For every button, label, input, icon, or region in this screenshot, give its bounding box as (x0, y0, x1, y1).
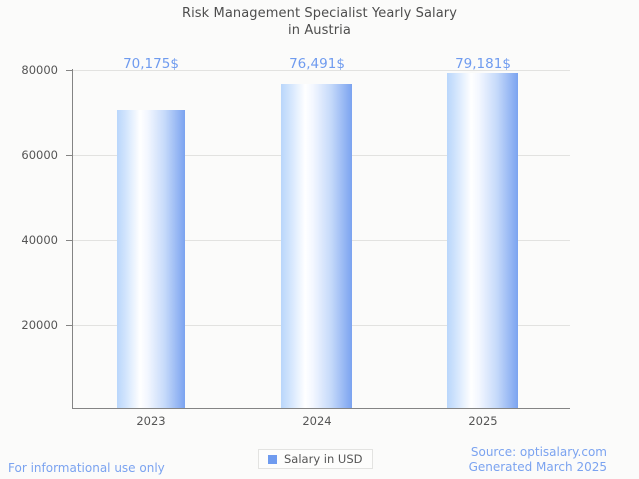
x-axis-line (72, 408, 570, 409)
value-label-2023: 70,175$ (123, 56, 179, 72)
value-label-2025: 79,181$ (455, 56, 511, 72)
x-tick-label-2025: 2025 (468, 414, 498, 428)
y-tick-label-60000: 60000 (21, 148, 58, 162)
y-tick-mark-20000 (66, 325, 72, 326)
y-tick-mark-80000 (66, 70, 72, 71)
y-tick-mark-40000 (66, 240, 72, 241)
bar-2024[interactable] (281, 84, 352, 408)
chart-title: Risk Management Specialist Yearly Salary… (0, 5, 639, 39)
y-tick-mark-60000 (66, 155, 72, 156)
x-tick-label-2023: 2023 (136, 414, 166, 428)
gridline-tick-80000 (72, 70, 570, 71)
chart-legend[interactable]: Salary in USD (258, 449, 373, 469)
y-axis-line (72, 69, 73, 409)
y-tick-label-40000: 40000 (21, 233, 58, 247)
y-tick-label-80000: 80000 (21, 63, 58, 77)
disclaimer-text: For informational use only (8, 461, 165, 475)
y-tick-label-20000: 20000 (21, 318, 58, 332)
bar-2023[interactable] (117, 110, 185, 408)
chart-title-line-1: Risk Management Specialist Yearly Salary (181, 6, 458, 21)
x-tick-label-2024: 2024 (302, 414, 332, 428)
source-text: Source: optisalary.com (470, 445, 607, 459)
chart-title-line-2: in Austria (288, 23, 351, 38)
generated-date-text: Generated March 2025 (468, 460, 607, 474)
value-label-2024: 76,491$ (289, 56, 345, 72)
source-block: Source: optisalary.com Generated March 2… (469, 445, 607, 475)
bar-2025[interactable] (447, 73, 518, 408)
legend-swatch-icon (268, 454, 277, 464)
legend-item-label: Salary in USD (284, 452, 363, 466)
